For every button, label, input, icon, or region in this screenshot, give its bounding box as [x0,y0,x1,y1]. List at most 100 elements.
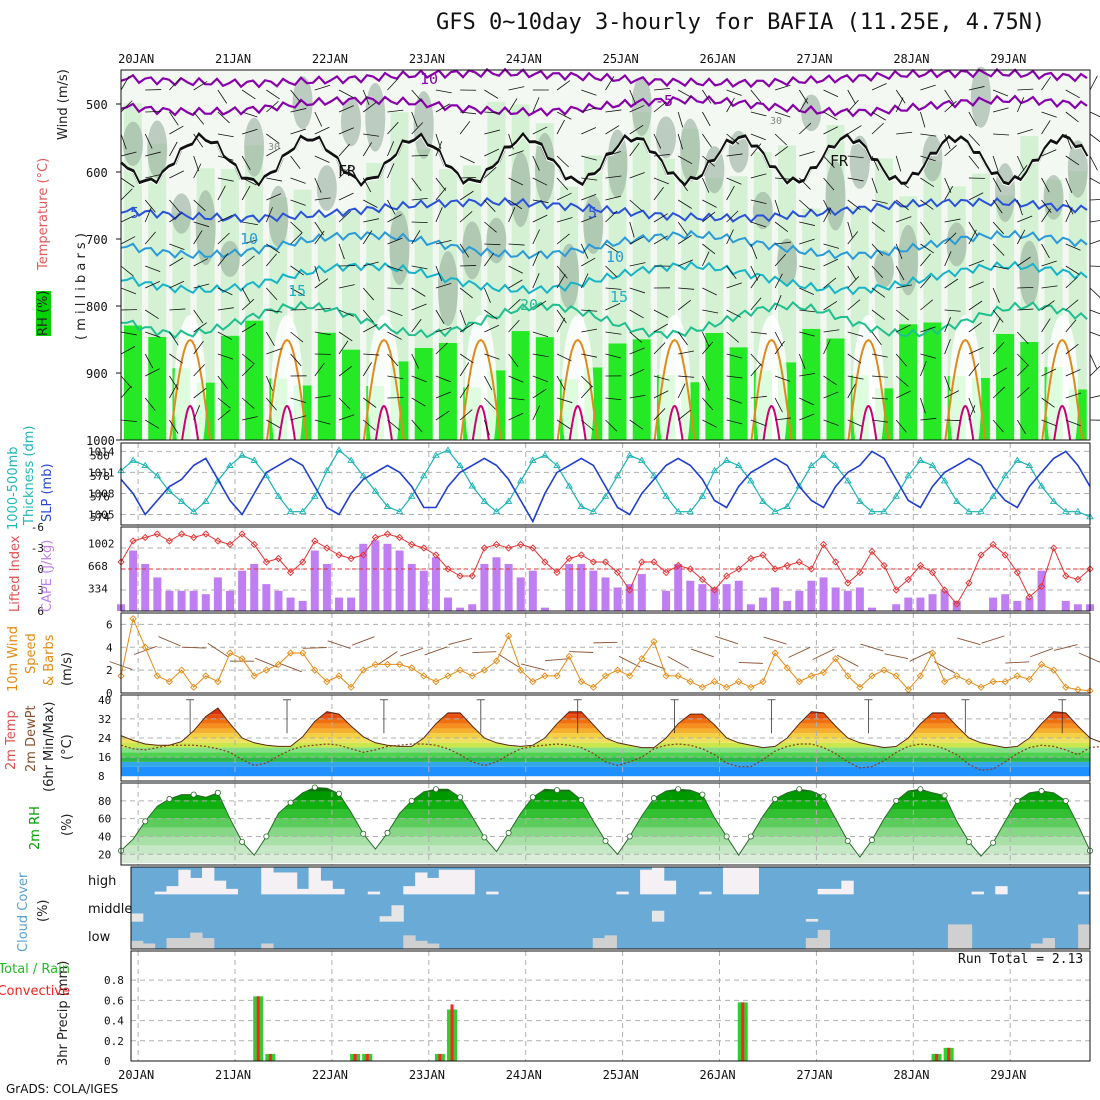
bottom-date-label: 26JAN [700,1068,736,1082]
thickness-line [120,449,1091,518]
thickness-point [698,492,707,499]
wind-barb [145,174,161,179]
cloud-bar [805,918,819,922]
upper-wind-label: Wind (m/s) [56,69,71,140]
lifted-index-point [553,568,561,577]
rh-green-column [705,332,724,440]
precip-conv-bar [438,1053,442,1061]
wind-barb [847,419,863,427]
rh-gray-patch [462,221,483,280]
rh-point [190,791,197,798]
wind-speed-point [589,683,598,691]
thickness-point [650,471,658,479]
wind-barb [1089,331,1100,337]
temp-contour-25 [847,338,890,441]
wind-barb [702,177,710,193]
wind-speed-point [989,677,997,686]
wind-barb [702,111,711,127]
wind-barb [120,151,137,157]
li-tick: 0 [37,563,44,576]
wind-barb [508,298,521,311]
rh-green-column [438,342,457,440]
wind-barb [169,383,178,399]
wind-barb [145,309,159,320]
wind-barb [702,89,712,104]
wind-barb [1041,243,1050,259]
lifted-index-point [686,565,694,573]
pressure-tick-label: 600 [86,166,108,180]
wind-speed-point [529,677,537,686]
lifted-index-point [710,586,719,594]
rh-gray-patch [123,121,143,167]
wind-barb [241,397,255,409]
wind-barb [605,76,615,91]
wind-barb [314,265,320,282]
wind-barb [992,221,1005,235]
cloud-bar [651,867,665,895]
wind-barb [871,111,886,121]
lifted-index-point [613,568,622,577]
wind-barb [387,419,401,431]
rh-point [554,787,561,794]
temp-contour-10 [120,229,1088,261]
wind-barb [411,177,422,192]
cape-bar [892,604,901,611]
wind-barb [459,243,470,258]
thickness-point [214,477,222,484]
cape-bar [831,587,840,611]
wind-barb [823,177,835,191]
wind-barb [556,111,572,120]
wind-barb [314,197,331,201]
temp-tick: 32 [98,713,111,726]
wind-barb [895,155,902,172]
wind-speed-line [120,617,1091,692]
wind-barb [508,133,514,150]
wind-barb [532,177,548,186]
wind-barb [1017,164,1028,179]
wind-barb [581,257,596,267]
wind-barb [1017,215,1033,223]
wind-barb [484,324,500,333]
wind-barb [387,309,403,317]
cloud-bar [746,867,759,895]
rh-gray-patch [922,134,943,182]
rh-green-column [148,336,167,440]
wind-barb [169,243,185,250]
wind-barb [532,273,540,289]
bottom-date-label: 25JAN [603,1068,639,1082]
lifted-index-point [977,551,985,559]
temp-band [121,714,1090,719]
wind-barb [775,417,791,421]
wind-barb [799,331,815,337]
wind-barb [653,133,662,149]
surface-wind-barb [521,663,545,671]
cape-bar [468,604,477,611]
cape-bar [1013,600,1022,611]
thickness-point [734,461,743,469]
lifted-index-point [1001,551,1009,559]
wind-speed-point [819,668,828,677]
cloud-bar [131,913,144,922]
rh-light-column [608,151,627,344]
wind-speed-point [844,672,852,680]
wind-barb [556,177,569,191]
wind-barb [314,111,323,127]
cape-bar [528,570,537,611]
wind-barb [411,89,423,103]
wind-speed-point [868,672,876,680]
wind-tick: 0 [106,687,113,700]
cloud-bar [1042,938,1055,949]
wind-barb [193,309,204,324]
wind-barb [314,331,331,336]
wind-barb [120,236,136,245]
cloud-bar [273,872,286,895]
wind-barb [145,331,161,338]
wind-barb [1089,199,1100,201]
lifted-index-point [383,530,392,538]
top-date-label: 25JAN [603,52,639,66]
rh-light-column [729,176,748,348]
lifted-index-point [153,530,161,538]
temp-contour-30 [1053,404,1072,441]
rh-gray-patch [655,116,676,159]
surface-wind-barb [158,636,181,647]
